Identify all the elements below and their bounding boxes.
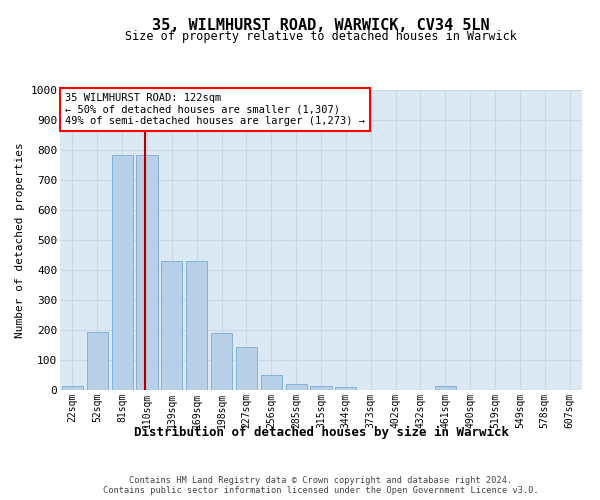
Bar — [136, 154, 158, 390]
Text: 35 WILMHURST ROAD: 122sqm
← 50% of detached houses are smaller (1,307)
49% of se: 35 WILMHURST ROAD: 122sqm ← 50% of detac… — [65, 93, 365, 126]
Text: 35, WILMHURST ROAD, WARWICK, CV34 5LN: 35, WILMHURST ROAD, WARWICK, CV34 5LN — [152, 18, 490, 32]
Bar — [161, 261, 182, 390]
Bar — [286, 384, 307, 390]
Y-axis label: Number of detached properties: Number of detached properties — [14, 142, 25, 338]
Text: Distribution of detached houses by size in Warwick: Distribution of detached houses by size … — [133, 426, 509, 439]
Bar — [435, 386, 456, 390]
Text: Contains HM Land Registry data © Crown copyright and database right 2024.
Contai: Contains HM Land Registry data © Crown c… — [103, 476, 539, 495]
Bar — [87, 332, 108, 390]
Bar — [335, 387, 356, 390]
Bar — [236, 346, 257, 390]
Text: Size of property relative to detached houses in Warwick: Size of property relative to detached ho… — [125, 30, 517, 43]
Bar — [211, 333, 232, 390]
Bar — [310, 386, 332, 390]
Bar — [186, 261, 207, 390]
Bar — [261, 375, 282, 390]
Bar — [62, 386, 83, 390]
Bar — [112, 154, 133, 390]
